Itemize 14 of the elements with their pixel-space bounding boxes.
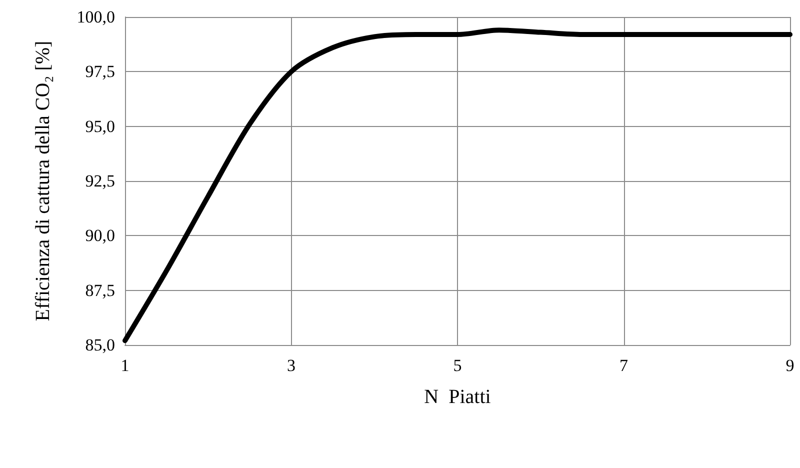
x-tick-label: 3 bbox=[287, 356, 296, 375]
x-tick-label: 9 bbox=[786, 356, 794, 375]
y-tick-label: 100,0 bbox=[76, 8, 115, 26]
y-tick-label: 85,0 bbox=[85, 336, 115, 354]
y-axis-title: Efficienza di cattura della CO₂ [%] bbox=[32, 40, 54, 322]
x-axis-title: N Piatti bbox=[424, 386, 492, 408]
x-tick-label: 1 bbox=[120, 356, 130, 375]
x-tick-label: 5 bbox=[453, 356, 462, 375]
y-tick-label: 90,0 bbox=[85, 226, 115, 246]
x-tick-label: 7 bbox=[620, 356, 628, 375]
y-tick-label: 97,5 bbox=[85, 62, 115, 82]
y-tick-label: 87,5 bbox=[85, 280, 115, 300]
y-tick-label: 95,0 bbox=[85, 116, 115, 136]
y-tick-label: 92,5 bbox=[85, 172, 115, 190]
